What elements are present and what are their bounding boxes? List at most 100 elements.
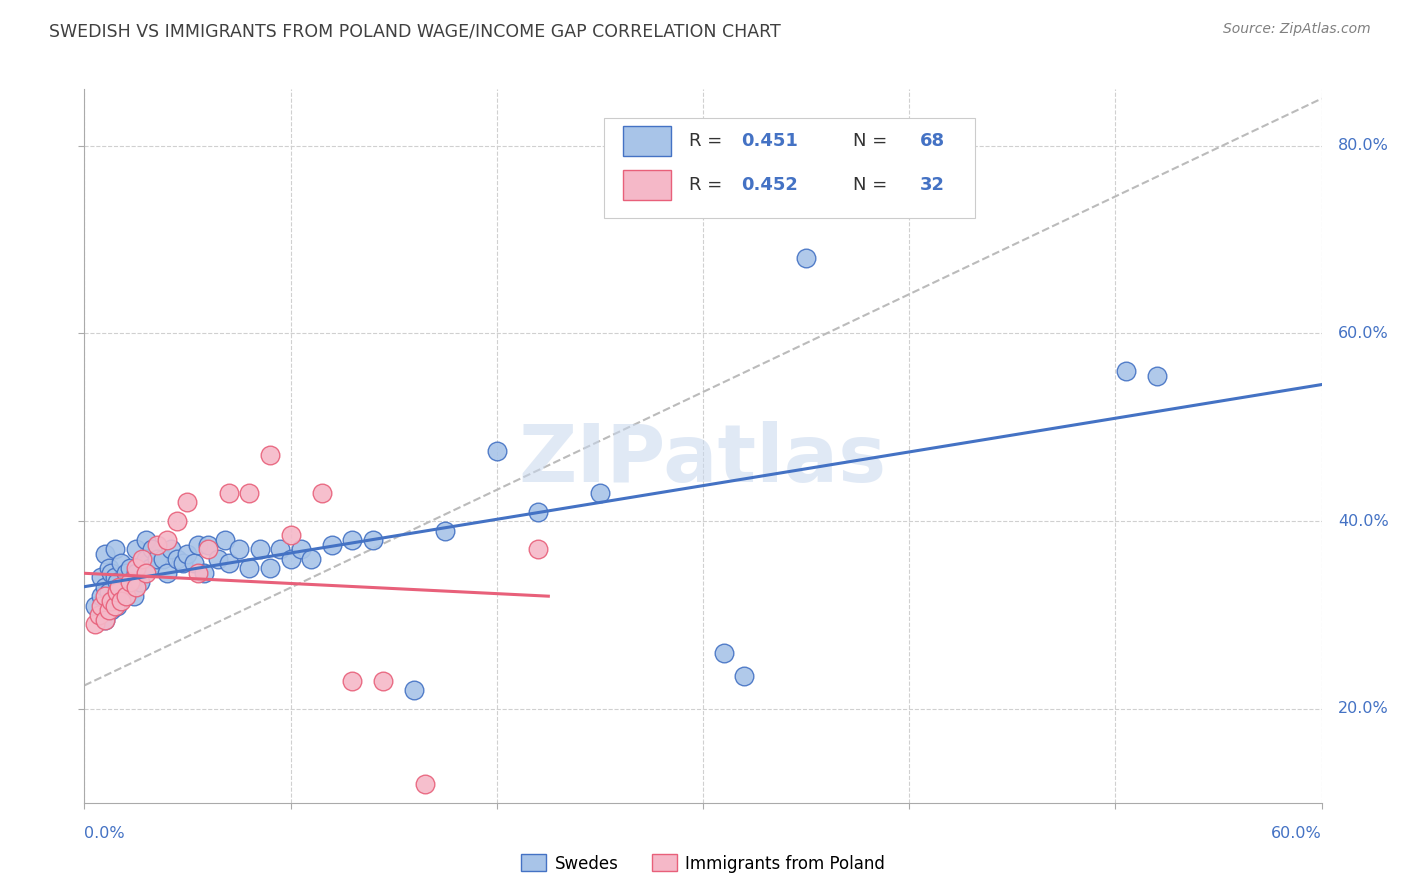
Point — [104, 570, 127, 584]
Point — [114, 589, 136, 603]
Point — [361, 533, 384, 547]
Point — [105, 575, 128, 590]
Text: N =: N = — [852, 132, 893, 150]
Text: SWEDISH VS IMMIGRANTS FROM POLAND WAGE/INCOME GAP CORRELATION CHART: SWEDISH VS IMMIGRANTS FROM POLAND WAGE/I… — [49, 22, 780, 40]
Point — [122, 589, 145, 603]
Text: 20.0%: 20.0% — [1339, 701, 1389, 716]
Point — [197, 538, 219, 552]
Point — [108, 580, 131, 594]
Point — [1146, 368, 1168, 383]
Point — [733, 669, 755, 683]
Point — [197, 542, 219, 557]
Point — [94, 613, 117, 627]
Point — [145, 538, 167, 552]
Point — [527, 505, 550, 519]
Point — [83, 617, 105, 632]
Point — [104, 599, 127, 613]
Point — [269, 542, 291, 557]
Point — [214, 533, 236, 547]
Point — [135, 566, 157, 580]
Point — [98, 584, 121, 599]
Point — [228, 542, 250, 557]
Point — [125, 580, 148, 594]
Text: 68: 68 — [920, 132, 945, 150]
Point — [100, 603, 122, 617]
Point — [166, 551, 188, 566]
Point — [259, 561, 281, 575]
Point — [342, 533, 364, 547]
Point — [90, 570, 112, 584]
Point — [87, 607, 110, 622]
Point — [404, 683, 426, 698]
Point — [176, 495, 198, 509]
Point — [98, 603, 121, 617]
Point — [183, 557, 205, 571]
Point — [125, 561, 148, 575]
Text: 32: 32 — [920, 176, 945, 194]
Text: N =: N = — [852, 176, 893, 194]
Point — [156, 533, 179, 547]
Point — [238, 561, 260, 575]
Text: 60.0%: 60.0% — [1271, 826, 1322, 841]
FancyBboxPatch shape — [623, 126, 671, 156]
Point — [104, 599, 127, 613]
Point — [249, 542, 271, 557]
Point — [94, 580, 117, 594]
Point — [83, 599, 105, 613]
Point — [125, 542, 148, 557]
Point — [156, 566, 179, 580]
Point — [94, 613, 117, 627]
Point — [311, 486, 333, 500]
Text: ZIPatlas: ZIPatlas — [519, 421, 887, 500]
Point — [90, 599, 112, 613]
Text: 0.0%: 0.0% — [84, 826, 125, 841]
Point — [114, 566, 136, 580]
Point — [135, 551, 157, 566]
Point — [290, 542, 312, 557]
Point — [589, 486, 612, 500]
Point — [94, 589, 117, 603]
Point — [129, 575, 152, 590]
Point — [131, 551, 153, 566]
Point — [342, 673, 364, 688]
Point — [160, 542, 183, 557]
Point — [145, 551, 167, 566]
Point — [321, 538, 343, 552]
Point — [118, 580, 141, 594]
Point — [193, 566, 215, 580]
Point — [104, 542, 127, 557]
Point — [105, 599, 128, 613]
Point — [485, 443, 508, 458]
Text: 80.0%: 80.0% — [1339, 138, 1389, 153]
Point — [114, 589, 136, 603]
Point — [280, 551, 302, 566]
Point — [218, 557, 240, 571]
Text: Source: ZipAtlas.com: Source: ZipAtlas.com — [1223, 22, 1371, 37]
Point — [121, 575, 143, 590]
Point — [152, 551, 174, 566]
FancyBboxPatch shape — [605, 118, 976, 218]
Point — [187, 538, 209, 552]
Text: 60.0%: 60.0% — [1339, 326, 1389, 341]
Point — [373, 673, 395, 688]
Text: R =: R = — [689, 132, 728, 150]
Point — [98, 599, 121, 613]
Point — [713, 646, 735, 660]
Point — [413, 777, 436, 791]
Point — [110, 594, 132, 608]
Point — [98, 561, 121, 575]
Point — [139, 561, 162, 575]
Point — [187, 566, 209, 580]
Text: 0.451: 0.451 — [741, 132, 799, 150]
Point — [794, 251, 817, 265]
Point — [100, 594, 122, 608]
Point — [100, 566, 122, 580]
Point — [166, 514, 188, 528]
Point — [90, 589, 112, 603]
Point — [105, 584, 128, 599]
Text: 0.452: 0.452 — [741, 176, 799, 194]
Point — [110, 580, 132, 594]
Legend: Swedes, Immigrants from Poland: Swedes, Immigrants from Poland — [515, 847, 891, 880]
Point — [104, 589, 127, 603]
FancyBboxPatch shape — [623, 169, 671, 200]
